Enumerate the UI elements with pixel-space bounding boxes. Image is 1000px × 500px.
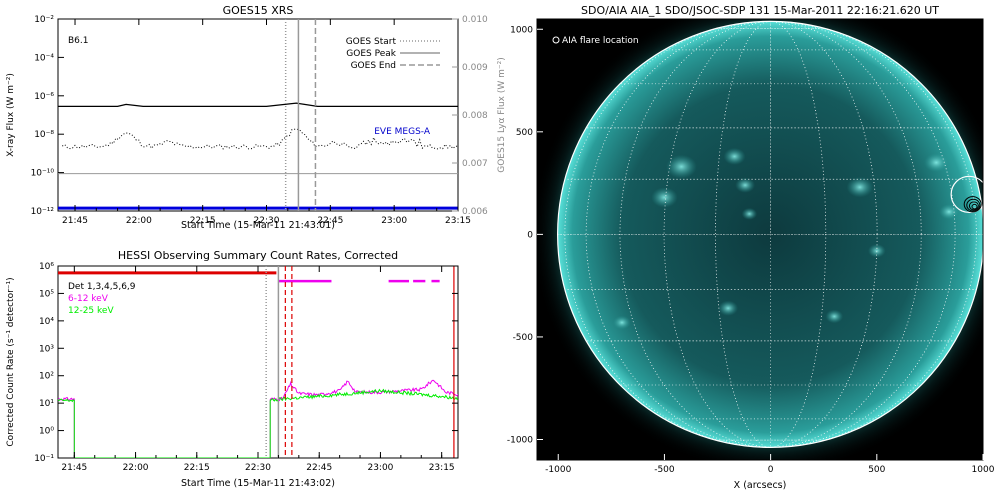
goes-long-channel-line [58,102,458,108]
goes-y-tick-label: 10⁻⁶ [34,92,54,102]
goes-y2-tick-label: 0.006 [462,207,488,217]
goes-y-tick-label: 10⁻¹² [31,207,55,217]
goes-x-tick-label: 22:45 [317,216,343,226]
legend-goes-peak: GOES Peak [346,49,396,59]
goes-x-tick-label: 22:15 [190,216,216,226]
solar-limb [557,20,983,448]
aia-legend-marker [552,36,560,44]
active-region [735,177,756,193]
hessi-ylabel: Corrected Count Rate (s⁻¹ detector⁻¹) [6,277,16,446]
eve-label: EVE MEGS-A [374,127,431,137]
aia-title: SDO/AIA AIA_1 SDO/JSOC-SDP 131 15-Mar-20… [581,4,939,17]
goes-ylabel: X-ray Flux (W m⁻²) [6,73,16,157]
active-region [924,153,949,172]
hessi-y-tick-label: 10¹ [39,399,54,409]
hessi-x-tick-label: 22:30 [245,463,271,473]
aia-x-tick-label: 0 [768,465,774,475]
hessi-title: HESSI Observing Summary Count Rates, Cor… [118,249,398,262]
goes-xlabel: Start Time (15-Mar-11 21:43:01) [181,220,335,231]
hessi-x-tick-label: 22:15 [184,463,210,473]
goes-y-tick-label: 10⁻¹⁰ [31,169,55,179]
hessi-y-tick-label: 10⁻¹ [34,454,54,464]
aia-y-tick-label: -1000 [507,435,533,445]
hessi-y-tick-label: 10⁴ [39,317,54,327]
aia-y-tick-label: 0 [527,230,533,240]
flare-location-circle [950,175,983,214]
aia-x-tick-label: -1000 [545,465,571,475]
hessi-x-tick-label: 23:15 [429,463,455,473]
hessi-y-tick-label: 10⁰ [39,427,54,437]
hessi-legend-12-25: 12-25 keV [68,306,114,316]
goes-y2-tick-label: 0.007 [462,159,488,169]
aia-y-tick-label: 500 [516,128,533,138]
goes-plot-frame [57,18,459,212]
active-region [651,187,678,208]
active-region [666,154,697,179]
aia-xlabel: X (arcsecs) [734,480,787,491]
hessi-x-tick-label: 22:45 [306,463,332,473]
hessi-panel: HESSI Observing Summary Count Rates, Cor… [6,249,459,489]
goes-x-tick-label: 21:45 [62,216,88,226]
legend-goes-start: GOES Start [346,37,397,47]
active-region [723,147,746,165]
hessi-y-tick-label: 10³ [39,344,54,354]
aia-image [537,19,983,460]
goes-x-tick-label: 23:15 [445,216,471,226]
aia-x-tick-label: -500 [654,465,675,475]
active-region [741,207,758,220]
hessi-x-tick-label: 22:00 [123,463,149,473]
goes-y-tick-label: 10⁻² [34,15,54,25]
active-region [868,243,886,258]
hessi-contour [963,196,982,213]
goes-y-tick-label: 10⁻⁸ [34,130,54,140]
hessi-legend: Det 1,3,4,5,6,9 6-12 keV 12-25 keV [68,282,136,316]
hessi-y-tick-label: 10⁶ [39,262,54,272]
goes-axes: 21:45 22:00 22:15 22:30 22:45 23:00 23:15 10⁻² 1… [31,15,488,226]
goes-y2-tick-label: 0.008 [462,111,488,121]
aia-axes: -1000 -500 0 500 1000 1000 500 0 -500 -1000 [507,25,995,475]
goes-x-tick-label: 22:30 [254,216,280,226]
hessi-y-tick-label: 10² [39,372,54,382]
hessi-legend-6-12: 6-12 keV [68,294,109,304]
hessi-axes: 21:45 22:00 22:15 22:30 22:45 23:00 23:15 10⁶ 10… [34,262,458,473]
hessi-contour [966,198,981,212]
goes-y2-tick-label: 0.010 [462,15,488,25]
goes-data [58,19,458,211]
aia-y-tick-label: 1000 [510,25,533,35]
aia-x-tick-label: 1000 [972,465,995,475]
active-region [613,315,631,330]
hessi-series-12-25-kev-line [58,388,458,458]
hessi-contour [968,201,979,211]
goes-title: GOES15 XRS [223,4,294,17]
hessi-x-tick-label: 21:45 [61,463,87,473]
aia-plot-frame [536,18,984,461]
aia-panel: SDO/AIA AIA_1 SDO/JSOC-SDP 131 15-Mar-20… [507,4,995,491]
legend-goes-end: GOES End [351,61,396,71]
goes-flare-class: B6.1 [68,36,89,46]
goes-x-tick-label: 23:00 [381,216,407,226]
aia-legend: AIA flare location [552,36,639,46]
goes-panel: GOES15 XRS B6.1 GOES Start GOES Peak GOE… [6,4,507,231]
goes-x-tick-label: 22:00 [126,216,152,226]
goes-y2-tick-label: 0.009 [462,63,488,73]
hessi-x-tick-label: 23:00 [367,463,393,473]
hessi-y-tick-label: 10⁵ [39,289,54,299]
hessi-contour [971,203,978,210]
hessi-data [58,266,458,458]
goes-ylabel2: GOES15 Lyα Flux (W m⁻²) [497,57,507,173]
goes-y-tick-label: 10⁻⁴ [34,53,54,63]
aia-y-tick-label: -500 [513,333,534,343]
hessi-xlabel: Start Time (15-Mar-11 21:43:02) [181,478,335,489]
active-region [825,309,844,324]
active-region [846,176,874,198]
longitude-grid-line [619,21,922,448]
active-region [718,300,739,316]
aia-x-tick-label: 500 [868,465,885,475]
hessi-legend-title: Det 1,3,4,5,6,9 [68,282,136,292]
active-region [939,204,959,220]
aia-legend-label: AIA flare location [562,36,639,46]
goes-legend: GOES Start GOES Peak GOES End [346,37,440,71]
hessi-plot-frame [57,265,459,459]
